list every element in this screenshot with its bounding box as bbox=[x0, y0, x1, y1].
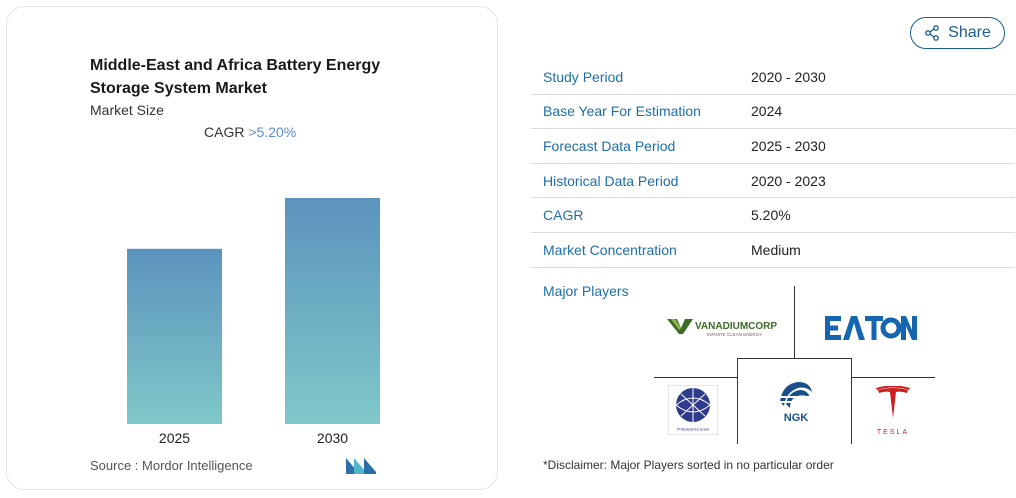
info-label: Historical Data Period bbox=[543, 172, 679, 189]
cagr-value: >5.20% bbox=[248, 124, 297, 140]
vanadium-wordmark: VANADIUMCORP bbox=[695, 321, 777, 332]
info-value: 2024 bbox=[751, 103, 783, 120]
info-value: 2020 - 2030 bbox=[751, 68, 826, 85]
bar-2030 bbox=[285, 198, 380, 424]
eaton-logo bbox=[825, 316, 917, 340]
share-label: Share bbox=[948, 24, 991, 41]
source-text: Source : Mordor Intelligence bbox=[90, 458, 253, 473]
info-row-market-concentration: Market Concentration Medium bbox=[531, 233, 1015, 268]
info-row-cagr: CAGR 5.20% bbox=[531, 198, 1015, 233]
x-tick-label: 2025 bbox=[159, 430, 190, 446]
vanadium-tagline: INFINITE CLEAN ENERGY bbox=[707, 332, 762, 337]
ngk-wordmark: NGK bbox=[784, 412, 809, 424]
grid-divider bbox=[794, 286, 795, 358]
info-row-historical-period: Historical Data Period 2020 - 2023 bbox=[531, 164, 1015, 199]
major-players-label: Major Players bbox=[543, 283, 629, 299]
share-button[interactable]: Share bbox=[910, 17, 1005, 49]
share-icon bbox=[925, 25, 939, 41]
mordor-intelligence-logo bbox=[346, 458, 376, 474]
info-label: Market Concentration bbox=[543, 241, 677, 258]
info-value: 5.20% bbox=[751, 207, 791, 224]
info-value: 2020 - 2023 bbox=[751, 172, 826, 189]
cagr-label: CAGR >5.20% bbox=[204, 124, 296, 140]
market-info-table: Study Period 2020 - 2030 Base Year For E… bbox=[531, 60, 1015, 268]
grid-divider bbox=[737, 358, 738, 444]
info-label: Study Period bbox=[543, 68, 624, 85]
vanadiumcorp-logo: VANADIUMCORP INFINITE CLEAN ENERGY bbox=[667, 319, 777, 337]
bar-2025 bbox=[127, 248, 222, 424]
philadelphia-solar-logo: Philadelphia Solar bbox=[668, 385, 718, 435]
bar-chart: 2025 2030 bbox=[127, 198, 380, 446]
tesla-logo: TESLA bbox=[876, 386, 910, 436]
market-summary-card bbox=[6, 6, 498, 490]
grid-divider bbox=[851, 358, 852, 444]
grid-divider bbox=[851, 377, 935, 378]
philadelphia-wordmark: Philadelphia Solar bbox=[677, 427, 710, 432]
info-row-forecast-period: Forecast Data Period 2025 - 2030 bbox=[531, 129, 1015, 164]
info-row-base-year: Base Year For Estimation 2024 bbox=[531, 95, 1015, 130]
tesla-wordmark: TESLA bbox=[877, 429, 909, 436]
chart-subtitle: Market Size bbox=[90, 102, 164, 118]
x-tick-label: 2030 bbox=[317, 430, 348, 446]
chart-title: Middle-East and Africa Battery Energy St… bbox=[90, 57, 381, 97]
cagr-label-text: CAGR bbox=[204, 124, 249, 140]
info-label: Forecast Data Period bbox=[543, 137, 676, 154]
ngk-logo: NGK bbox=[780, 382, 812, 424]
info-value: 2025 - 2030 bbox=[751, 137, 826, 154]
info-label: CAGR bbox=[543, 207, 584, 224]
disclaimer-text: *Disclaimer: Major Players sorted in no … bbox=[543, 458, 834, 472]
info-label: Base Year For Estimation bbox=[543, 103, 701, 120]
grid-divider bbox=[737, 358, 851, 359]
grid-divider bbox=[654, 377, 737, 378]
info-value: Medium bbox=[751, 241, 801, 258]
info-row-study-period: Study Period 2020 - 2030 bbox=[531, 60, 1015, 95]
